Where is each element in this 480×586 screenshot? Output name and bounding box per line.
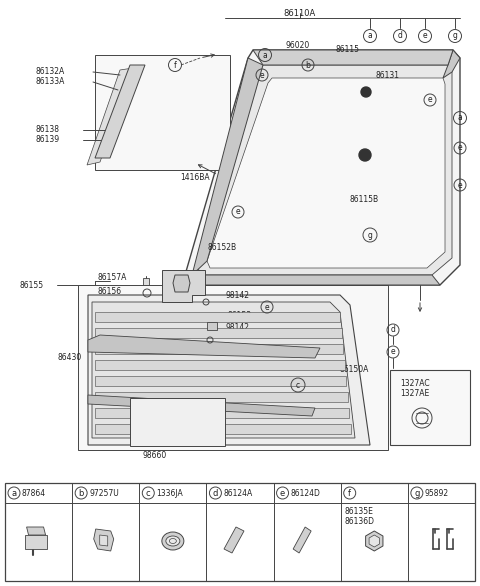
Text: 86152B: 86152B: [207, 244, 236, 253]
Bar: [78, 285, 388, 450]
Text: 86124D: 86124D: [290, 489, 321, 498]
Text: 86150A: 86150A: [340, 366, 370, 374]
Polygon shape: [95, 360, 345, 370]
Polygon shape: [95, 312, 340, 322]
Ellipse shape: [166, 536, 180, 546]
Text: e: e: [423, 32, 427, 40]
Polygon shape: [366, 531, 383, 551]
Text: c: c: [296, 380, 300, 390]
Text: b: b: [306, 60, 311, 70]
Text: 86132A: 86132A: [35, 67, 64, 77]
Bar: [207, 322, 217, 330]
Polygon shape: [95, 408, 349, 418]
Polygon shape: [95, 65, 145, 158]
Text: 86155: 86155: [20, 281, 44, 289]
Text: 86157A: 86157A: [98, 274, 127, 282]
Polygon shape: [207, 78, 445, 268]
Text: c: c: [146, 489, 151, 498]
Text: e: e: [458, 144, 462, 152]
Text: 95892: 95892: [425, 489, 449, 498]
Text: 98660: 98660: [143, 451, 167, 459]
Text: f: f: [348, 489, 351, 498]
Text: 86115B: 86115B: [350, 196, 379, 205]
Polygon shape: [192, 58, 263, 275]
Text: e: e: [428, 96, 432, 104]
Text: a: a: [457, 114, 462, 122]
Text: 97257U: 97257U: [89, 489, 119, 498]
Polygon shape: [95, 344, 343, 354]
Polygon shape: [88, 295, 370, 445]
Polygon shape: [197, 65, 452, 275]
Text: g: g: [414, 489, 420, 498]
Text: e: e: [236, 207, 240, 216]
Polygon shape: [26, 527, 46, 535]
Text: a: a: [263, 50, 267, 60]
Text: e: e: [391, 347, 396, 356]
Polygon shape: [443, 50, 460, 78]
Text: e: e: [458, 180, 462, 189]
Text: f: f: [174, 60, 176, 70]
Polygon shape: [88, 335, 320, 358]
Polygon shape: [173, 275, 190, 292]
Polygon shape: [253, 50, 453, 65]
Text: 86138: 86138: [35, 125, 59, 135]
Text: g: g: [453, 32, 457, 40]
Text: 86153: 86153: [228, 311, 252, 319]
Polygon shape: [192, 275, 440, 285]
Polygon shape: [95, 392, 348, 402]
Text: 86131: 86131: [375, 70, 399, 80]
Text: 98142: 98142: [225, 291, 249, 301]
Bar: [95, 55, 230, 170]
Text: 96020: 96020: [285, 40, 309, 49]
Polygon shape: [24, 535, 47, 549]
Polygon shape: [369, 535, 380, 547]
Text: b: b: [78, 489, 84, 498]
Polygon shape: [95, 328, 341, 338]
Text: 86156: 86156: [98, 287, 122, 295]
Bar: [130, 398, 225, 446]
Polygon shape: [100, 535, 108, 546]
Polygon shape: [87, 68, 133, 165]
Text: 86115: 86115: [335, 46, 359, 54]
Text: 98142: 98142: [225, 323, 249, 332]
Polygon shape: [92, 302, 355, 438]
Text: g: g: [368, 230, 372, 240]
Polygon shape: [95, 376, 346, 386]
Text: a: a: [12, 489, 17, 498]
Text: d: d: [391, 325, 396, 335]
Text: 86135E: 86135E: [345, 506, 373, 516]
Polygon shape: [94, 529, 114, 551]
Text: 87864: 87864: [22, 489, 46, 498]
Polygon shape: [185, 50, 460, 285]
Circle shape: [359, 149, 371, 161]
Text: 1336JA: 1336JA: [156, 489, 183, 498]
Bar: [390, 370, 470, 445]
Text: 86139: 86139: [35, 135, 59, 145]
Bar: [5, 483, 475, 581]
Text: d: d: [397, 32, 402, 40]
Text: d: d: [213, 489, 218, 498]
Text: 1327AC: 1327AC: [400, 379, 430, 387]
Text: 86430: 86430: [58, 353, 82, 363]
Text: e: e: [280, 489, 285, 498]
Text: a: a: [368, 32, 372, 40]
Bar: [143, 278, 149, 288]
Polygon shape: [95, 424, 350, 434]
Text: 86110A: 86110A: [284, 9, 316, 18]
Polygon shape: [293, 527, 311, 553]
Text: 86136D: 86136D: [345, 516, 375, 526]
Text: 86124A: 86124A: [223, 489, 252, 498]
Ellipse shape: [162, 532, 184, 550]
Text: e: e: [264, 302, 269, 312]
Polygon shape: [224, 527, 244, 553]
Polygon shape: [88, 395, 315, 416]
Text: 1327AE: 1327AE: [400, 389, 429, 397]
Text: 86133A: 86133A: [35, 77, 64, 87]
Text: e: e: [260, 70, 264, 80]
Circle shape: [361, 87, 371, 97]
Text: 1416BA: 1416BA: [180, 173, 210, 182]
Polygon shape: [162, 270, 205, 302]
